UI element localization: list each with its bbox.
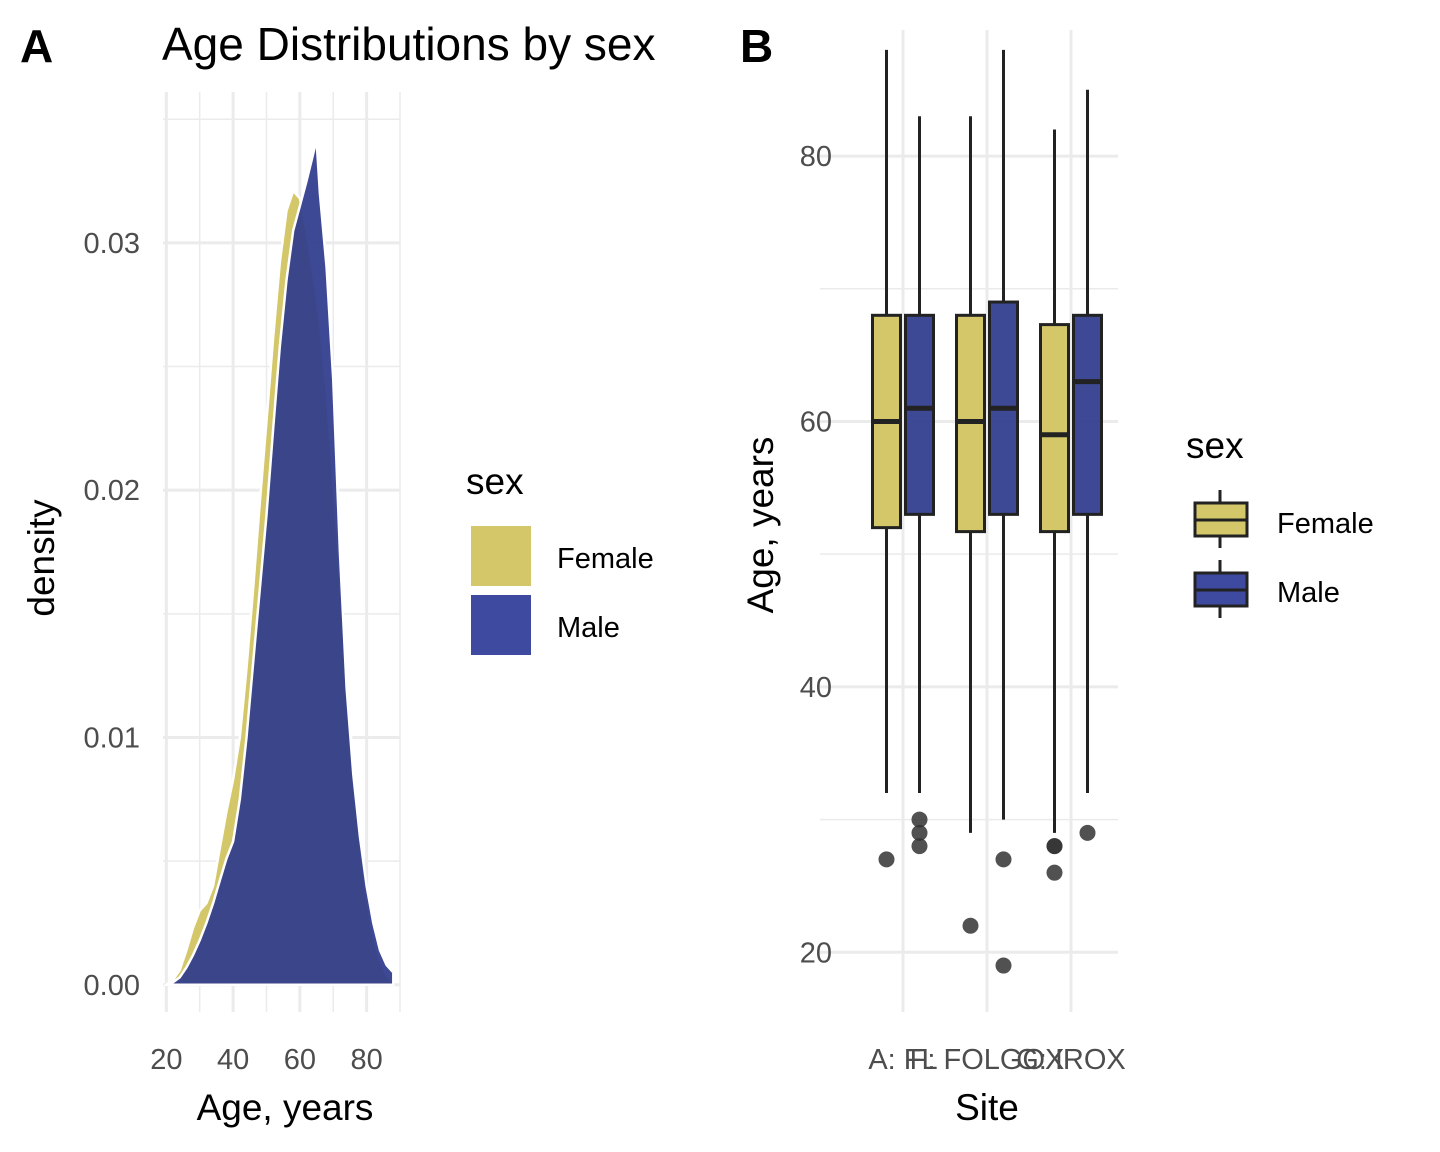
- x-tick-label: A: FL: [868, 1044, 937, 1076]
- boxplot-male: [988, 49, 1019, 974]
- x-tick-label: G: IROX: [1016, 1044, 1126, 1076]
- box-iqr: [1039, 323, 1070, 534]
- outlier-point: [1046, 838, 1063, 855]
- y-tick-label: 80: [800, 141, 832, 173]
- outlier-point: [995, 851, 1012, 868]
- x-tick-label: 80: [350, 1044, 382, 1076]
- x-tick-label: 40: [217, 1044, 249, 1076]
- panel-a-y-tick-labels: 0.00 0.01 0.02 0.03: [84, 228, 140, 1002]
- legend-label-female: Female: [557, 543, 654, 575]
- panel-a-legend: sex Female Male: [466, 461, 654, 655]
- boxplot-female: [871, 49, 902, 868]
- x-tick-label: 20: [150, 1044, 182, 1076]
- legend-label-male: Male: [557, 612, 620, 644]
- legend-key-male: [1193, 560, 1249, 618]
- outlier-point: [962, 917, 979, 934]
- boxplot-male: [1072, 89, 1103, 841]
- panel-b-y-axis-title: Age, years: [740, 437, 781, 614]
- panel-b-y-tick-labels: 20 40 60 80: [800, 141, 832, 969]
- legend-label-female: Female: [1277, 508, 1374, 540]
- panel-a-y-axis-title: density: [21, 499, 62, 617]
- outlier-point: [995, 957, 1012, 974]
- panel-a-density-areas: [162, 138, 395, 987]
- boxplot-female: [955, 116, 986, 934]
- y-tick-label: 0.02: [84, 475, 140, 507]
- outlier-point: [1046, 864, 1063, 881]
- legend-key-female: [1193, 490, 1249, 548]
- boxplot-male: [904, 116, 935, 855]
- y-tick-label: 40: [800, 672, 832, 704]
- box-iqr: [1072, 313, 1103, 516]
- panel-b-x-axis-title: Site: [955, 1087, 1019, 1128]
- x-tick-label: F: FOLGOX: [910, 1044, 1065, 1076]
- panel-a-legend-title: sex: [466, 461, 524, 502]
- box-iqr: [904, 313, 935, 516]
- plot-title: Age Distributions by sex: [162, 18, 655, 70]
- outlier-point: [1079, 824, 1096, 841]
- y-tick-label: 60: [800, 406, 832, 438]
- density-area-male: [165, 138, 395, 987]
- boxplot-female: [1039, 129, 1070, 881]
- panel-a-x-axis-title: Age, years: [197, 1087, 374, 1128]
- y-tick-label: 0.01: [84, 722, 140, 754]
- outlier-point: [911, 811, 928, 828]
- legend-label-male: Male: [1277, 577, 1340, 609]
- legend-key-female: [471, 526, 531, 586]
- legend-key-male: [471, 595, 531, 655]
- panel-a-tag: A: [20, 20, 53, 72]
- y-tick-label: 0.03: [84, 228, 140, 260]
- panel-b-boxplots: [871, 49, 1103, 974]
- outlier-point: [911, 838, 928, 855]
- outlier-point: [911, 824, 928, 841]
- outlier-point: [878, 851, 895, 868]
- panel-b-tag: B: [740, 20, 773, 72]
- panel-b-legend: sex Female Male: [1186, 425, 1374, 618]
- panel-a-x-tick-labels: 20 40 60 80: [150, 1044, 383, 1076]
- panel-b-legend-title: sex: [1186, 425, 1244, 466]
- panel-a: A Age Distributions by sex 0.000.010.020…: [20, 18, 655, 1128]
- y-tick-label: 20: [800, 937, 832, 969]
- x-tick-label: 60: [284, 1044, 316, 1076]
- y-tick-label: 0.00: [84, 970, 140, 1002]
